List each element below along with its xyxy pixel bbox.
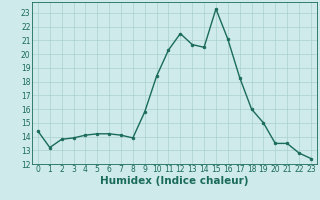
X-axis label: Humidex (Indice chaleur): Humidex (Indice chaleur): [100, 176, 249, 186]
